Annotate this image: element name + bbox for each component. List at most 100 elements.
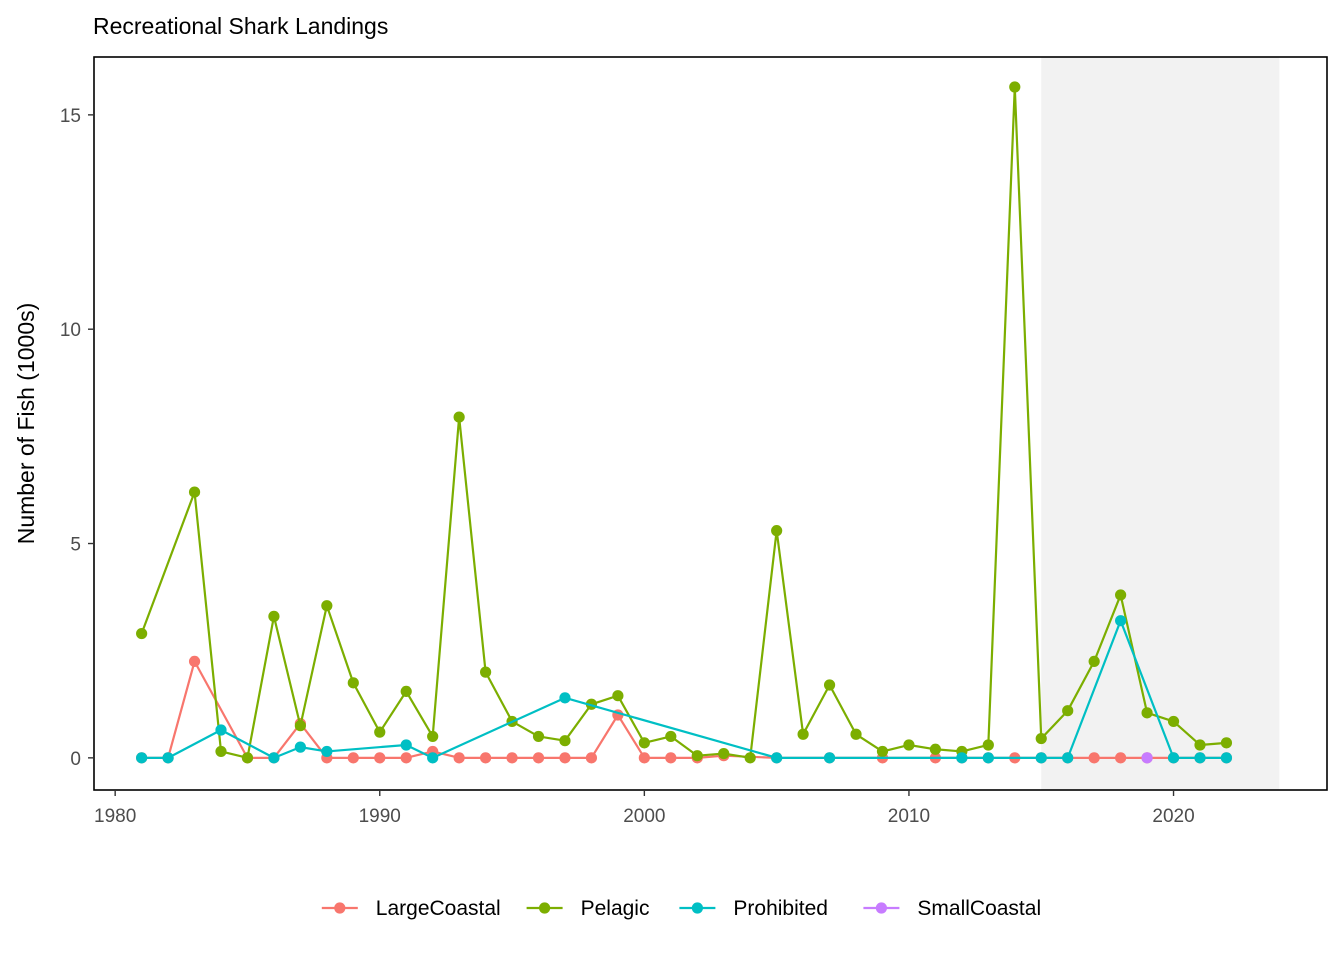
y-tick-label: 10: [60, 320, 81, 341]
y-tick-label: 0: [70, 749, 81, 770]
legend-label: Pelagic: [581, 897, 650, 920]
y-axis-title: Number of Fish (1000s): [13, 303, 39, 545]
data-point: [823, 679, 836, 691]
data-point: [215, 724, 227, 736]
data-point: [559, 692, 571, 704]
data-point: [427, 730, 439, 743]
legend-item-largecoastal: LargeCoastal: [321, 897, 501, 920]
data-point: [215, 745, 227, 758]
data-point: [1194, 752, 1206, 764]
chart-title: Recreational Shark Landings: [93, 13, 388, 39]
data-point: [427, 752, 439, 764]
data-point: [956, 752, 968, 764]
data-point: [374, 752, 386, 764]
data-point: [162, 752, 174, 764]
data-point: [1115, 615, 1127, 627]
data-point: [294, 741, 306, 753]
data-point: [188, 486, 201, 498]
data-point: [1220, 737, 1233, 749]
data-point: [136, 752, 148, 764]
highlight-region: [1041, 57, 1280, 790]
data-point: [982, 739, 994, 751]
data-point: [929, 743, 942, 755]
axis-layer: 1980 1990 2000 2010 2020 0 5 10 15: [60, 106, 1195, 827]
data-point: [1115, 752, 1127, 764]
data-point: [691, 750, 703, 762]
data-point: [638, 752, 650, 764]
legend-item-smallcoastal: SmallCoastal: [863, 897, 1041, 920]
data-point: [268, 610, 280, 622]
data-point: [718, 747, 730, 760]
legend-key-point: [691, 902, 704, 914]
legend-item-pelagic: Pelagic: [526, 897, 650, 920]
data-point: [532, 730, 545, 743]
legend-item-prohibited: Prohibited: [679, 897, 828, 920]
data-point: [1220, 752, 1233, 764]
plot-panel-border: [93, 56, 1328, 791]
data-point: [1088, 752, 1100, 764]
x-tick-label: 2020: [1152, 806, 1194, 827]
data-point: [321, 600, 333, 612]
data-point: [638, 737, 650, 749]
data-point: [1167, 752, 1180, 764]
data-point: [744, 752, 756, 764]
data-point: [612, 690, 624, 702]
x-tick-label: 1980: [94, 806, 136, 827]
data-point: [400, 752, 412, 764]
legend-label: LargeCoastal: [376, 897, 501, 920]
series-layer: [136, 81, 1233, 764]
data-point: [1062, 705, 1074, 717]
data-point: [1062, 752, 1074, 764]
data-point: [241, 752, 254, 764]
data-point: [1167, 715, 1180, 728]
data-point: [771, 752, 783, 764]
legend-key-point: [539, 902, 551, 914]
legend-label: SmallCoastal: [917, 897, 1041, 920]
data-point: [850, 728, 862, 740]
series-prohibited: [136, 615, 1233, 764]
data-point: [400, 739, 412, 751]
data-point: [453, 752, 465, 764]
data-point: [559, 752, 571, 764]
data-point: [665, 730, 677, 743]
data-point: [1141, 707, 1153, 719]
data-point: [480, 666, 492, 678]
data-point: [374, 726, 386, 738]
data-point: [188, 655, 201, 668]
data-point: [347, 752, 359, 764]
data-point: [294, 720, 306, 732]
data-point: [532, 752, 545, 764]
y-tick-label: 5: [70, 535, 81, 556]
data-point: [823, 752, 836, 764]
data-point: [136, 627, 148, 640]
data-point: [1194, 739, 1206, 751]
data-point: [771, 525, 783, 537]
series-smallcoastal: [1141, 752, 1153, 764]
series-pelagic: [136, 81, 1233, 764]
x-tick-label: 1990: [359, 806, 401, 827]
data-point: [903, 739, 915, 751]
data-point: [347, 677, 359, 689]
legend-key-point: [875, 902, 888, 914]
data-point: [1088, 655, 1100, 668]
data-point: [268, 752, 280, 764]
data-point: [480, 752, 492, 764]
data-point: [453, 411, 465, 423]
data-point: [506, 752, 518, 764]
data-point: [665, 752, 677, 764]
data-point: [797, 728, 809, 740]
data-point: [876, 745, 889, 758]
data-point: [1115, 589, 1127, 601]
data-point: [1035, 752, 1047, 764]
data-point: [321, 745, 333, 758]
legend-key-point: [334, 902, 346, 914]
y-tick-label: 15: [60, 106, 81, 127]
data-point: [1035, 732, 1047, 745]
data-point: [982, 752, 994, 764]
data-point: [559, 735, 571, 747]
x-tick-label: 2000: [623, 806, 665, 827]
x-tick-label: 2010: [888, 806, 930, 827]
legend: LargeCoastal Pelagic Prohibited SmallCoasta…: [321, 897, 1041, 920]
